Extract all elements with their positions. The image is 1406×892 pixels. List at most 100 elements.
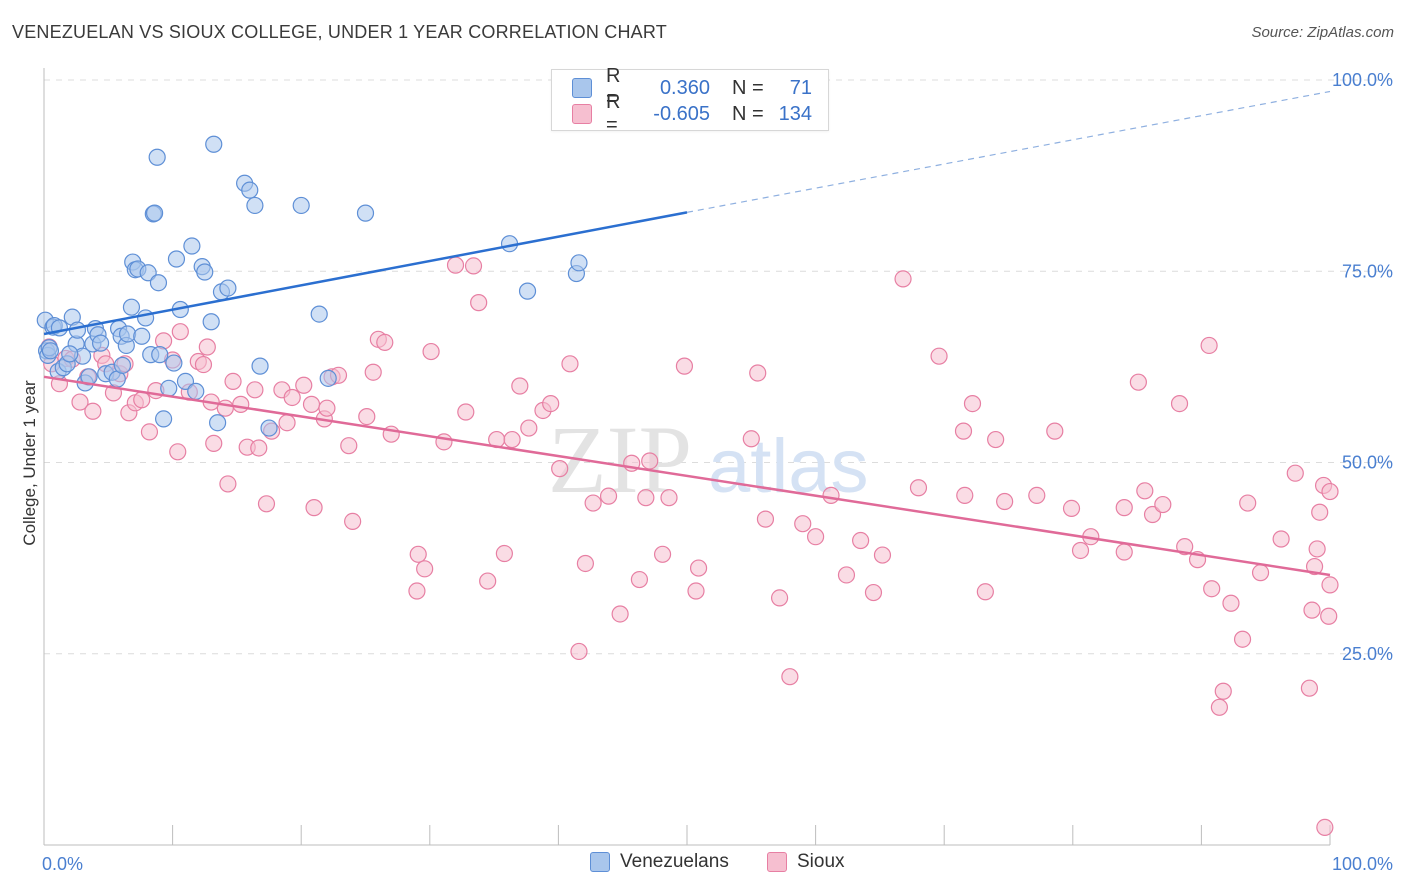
sioux-point	[653, 545, 672, 563]
sioux-point	[503, 430, 521, 449]
sioux-point	[71, 393, 89, 411]
sioux-point	[1233, 630, 1252, 648]
venezuelan-point	[202, 313, 220, 331]
tick-labels: 25.0% 50.0% 75.0% 100.0% 0.0% 100.0%	[42, 70, 1393, 874]
venezuelan-point	[145, 204, 164, 222]
sioux-point	[996, 492, 1014, 511]
sioux-point	[1300, 679, 1319, 697]
venezuelan-point	[246, 196, 264, 215]
sioux-point	[416, 560, 434, 578]
sioux-point	[318, 399, 336, 417]
venezuelan-point	[187, 382, 205, 400]
sioux-point	[1203, 580, 1221, 598]
sioux-point	[1062, 499, 1081, 517]
legend-n-label: N =	[732, 76, 764, 99]
x-tick-label: 0.0%	[42, 854, 83, 874]
sioux-point	[278, 414, 296, 432]
sioux-point	[283, 388, 301, 407]
sioux-point	[194, 355, 213, 374]
sioux-point	[219, 475, 237, 493]
venezuelan-points	[36, 135, 588, 437]
venezuelan-point	[570, 254, 588, 272]
venezuelan-point	[176, 372, 195, 391]
sioux-point	[1176, 538, 1194, 556]
sioux-point	[561, 355, 579, 373]
y-axis-label: College, Under 1 year	[20, 380, 39, 546]
venezuelan-point	[310, 305, 328, 323]
venezuelan-point	[122, 298, 141, 316]
sioux-point	[1170, 394, 1189, 413]
sioux-point	[1305, 557, 1324, 576]
venezuelan-point	[167, 250, 186, 268]
sioux-point	[1071, 541, 1090, 560]
venezuelan-point	[241, 181, 259, 199]
sioux-point	[409, 545, 427, 563]
sioux-point	[511, 377, 529, 395]
legend-r-value-venezuelans: 0.360	[659, 76, 710, 99]
sioux-point	[1303, 601, 1321, 619]
sioux-point	[599, 487, 618, 505]
y-tick-label: 25.0%	[1342, 644, 1393, 664]
venezuelan-point	[518, 282, 537, 300]
sioux-point	[584, 494, 602, 512]
sioux-point	[675, 357, 694, 375]
sioux-point	[864, 583, 883, 602]
sioux-point	[435, 433, 453, 451]
sioux-point	[576, 554, 595, 573]
legend-swatch-venezuelans	[572, 78, 592, 98]
sioux-point	[1321, 482, 1339, 501]
correlation-legend: R = 0.360 N = 71 R = -0.605 N = 134	[551, 65, 829, 136]
sioux-point	[464, 257, 483, 275]
sioux-point	[570, 642, 588, 661]
sioux-trend-line	[43, 375, 1331, 577]
y-tick-label: 75.0%	[1342, 261, 1393, 281]
legend-n-value-sioux: 134	[778, 102, 812, 125]
sioux-point	[806, 528, 825, 546]
sioux-point	[250, 439, 268, 457]
sioux-point	[246, 381, 264, 399]
sioux-point	[140, 423, 159, 441]
sioux-point	[358, 408, 376, 426]
sioux-point	[133, 391, 151, 409]
sioux-point	[1308, 540, 1326, 558]
bottom-legend-swatch-sioux	[767, 852, 787, 872]
venezuelan-point	[154, 410, 173, 428]
sioux-point	[1129, 373, 1147, 391]
sioux-point	[1115, 499, 1133, 517]
sioux-point	[470, 294, 488, 312]
sioux-point	[930, 347, 948, 365]
venezuelan-point	[41, 342, 60, 360]
sioux-point	[1320, 607, 1338, 625]
legend-n-label: N =	[732, 102, 764, 125]
sioux-point	[408, 582, 426, 600]
sioux-point	[216, 399, 234, 417]
sioux-point	[169, 443, 187, 461]
sioux-point	[749, 364, 767, 382]
sioux-point	[1115, 543, 1133, 561]
sioux-point	[422, 342, 440, 361]
chart-title: VENEZUELAN VS SIOUX COLLEGE, UNDER 1 YEA…	[12, 22, 667, 42]
sioux-point	[1210, 698, 1229, 716]
sioux-point	[84, 402, 102, 420]
venezuelan-point	[61, 345, 79, 363]
sioux-point	[1222, 594, 1240, 612]
sioux-point	[344, 512, 362, 531]
sioux-point	[376, 333, 394, 351]
legend-r-value-sioux: -0.605	[653, 102, 710, 125]
sioux-point	[479, 572, 497, 590]
legend-r-label: R =	[606, 91, 621, 136]
sioux-point	[1143, 505, 1162, 524]
sioux-point	[1239, 494, 1257, 512]
venezuelan-point	[149, 274, 168, 292]
venezuelan-point	[68, 321, 87, 339]
sioux-point	[232, 395, 250, 413]
venezuelan-point	[91, 334, 110, 352]
sioux-point	[257, 495, 276, 513]
venezuelan-point	[292, 196, 310, 215]
sioux-point	[687, 582, 705, 600]
sioux-point	[295, 376, 313, 394]
sioux-point	[987, 430, 1005, 449]
bottom-legend-label-venezuelans: Venezuelans	[620, 851, 729, 872]
legend-swatch-sioux	[572, 104, 592, 124]
